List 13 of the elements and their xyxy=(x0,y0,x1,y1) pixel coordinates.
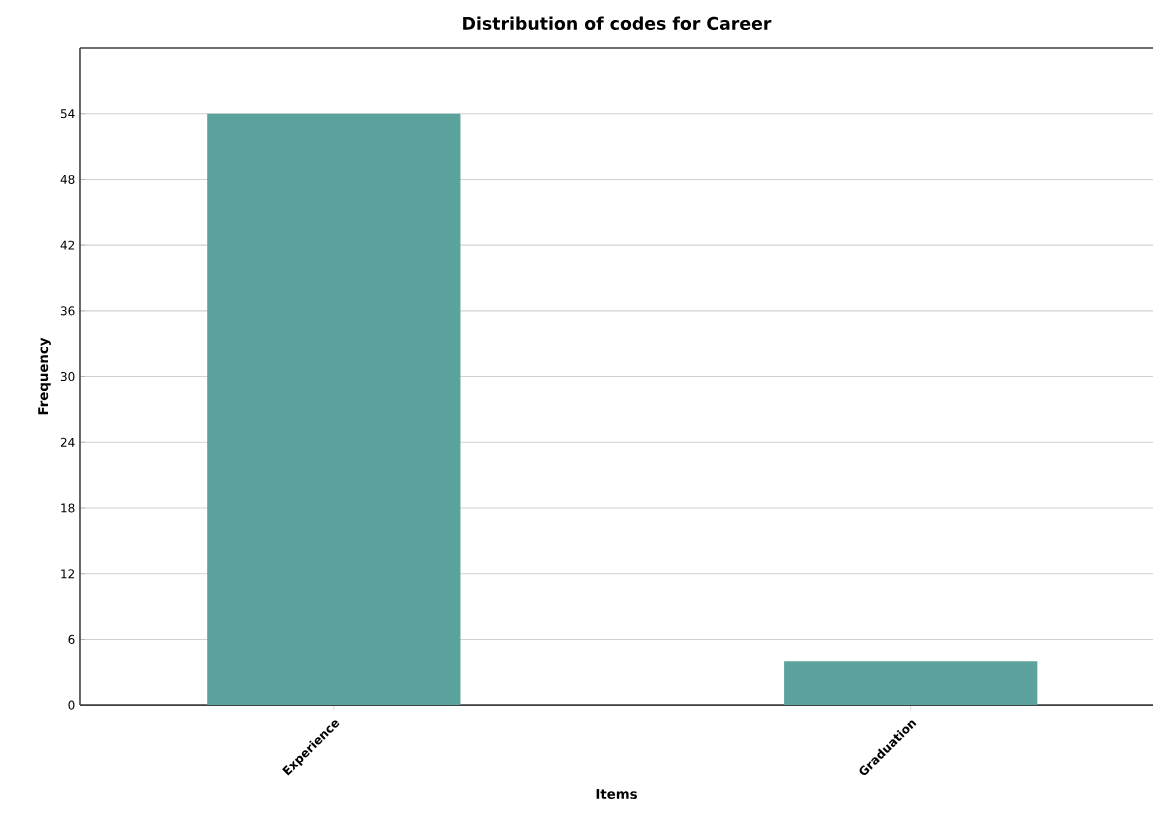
y-tick-label: 48 xyxy=(60,175,75,185)
y-tick-label: 36 xyxy=(60,306,75,316)
y-tick-label: 18 xyxy=(61,503,75,513)
y-tick-label: 6 xyxy=(68,635,75,645)
y-tick-label: 30 xyxy=(60,372,75,382)
y-tick-label: 42 xyxy=(60,240,75,250)
y-tick-label: 12 xyxy=(61,569,75,579)
y-tick-label: 54 xyxy=(60,109,75,119)
y-axis-title: Frequency xyxy=(38,337,51,415)
y-tick-label: 0 xyxy=(68,700,75,710)
y-tick-label: 24 xyxy=(60,437,75,447)
x-axis-title: Items xyxy=(596,789,637,800)
chart-title: Distribution of codes for Career xyxy=(463,16,772,31)
